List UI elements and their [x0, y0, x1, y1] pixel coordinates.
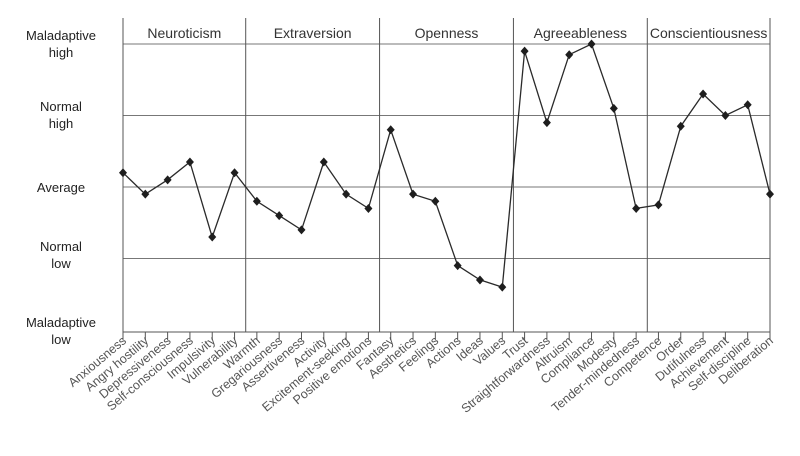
domain-title-openness: Openness — [415, 25, 479, 41]
data-point — [743, 100, 752, 110]
data-point — [185, 157, 194, 167]
data-point — [409, 189, 418, 199]
data-point — [275, 211, 284, 221]
data-point — [431, 196, 440, 206]
data-point — [609, 103, 618, 113]
data-point — [141, 189, 150, 199]
data-point — [453, 261, 462, 271]
y-level-label-maladaptive-high: Maladaptive high — [25, 28, 97, 60]
domain-titles: Neuroticism Extraversion Openness Agreeable… — [147, 25, 767, 41]
profile-markers — [119, 39, 774, 292]
data-point — [699, 89, 708, 99]
level-gridlines — [123, 43, 770, 333]
data-point — [163, 175, 172, 185]
data-point — [587, 39, 596, 49]
data-point — [721, 111, 730, 120]
profile-line — [122, 43, 771, 288]
data-point — [676, 121, 685, 131]
data-point — [319, 157, 328, 167]
data-point — [475, 275, 484, 285]
data-point — [766, 189, 774, 199]
x-ticks — [122, 332, 771, 340]
domain-title-agreeableness: Agreeableness — [534, 25, 627, 41]
data-point — [654, 200, 663, 210]
data-point — [520, 46, 529, 56]
y-level-label-average: Average — [36, 180, 86, 195]
data-point — [386, 125, 395, 135]
data-point — [542, 118, 551, 128]
y-level-label-normal-high: Normal high — [40, 99, 82, 131]
data-point — [208, 232, 217, 242]
domain-dividers — [122, 18, 771, 332]
data-point — [119, 168, 127, 178]
data-point — [252, 196, 261, 206]
domain-title-extraversion: Extraversion — [274, 25, 352, 41]
data-point — [364, 203, 373, 213]
data-point — [565, 50, 574, 60]
data-point — [230, 168, 239, 178]
data-point — [498, 282, 507, 292]
data-point — [297, 225, 306, 235]
domain-title-conscientiousness: Conscientiousness — [650, 25, 768, 41]
domain-title-neuroticism: Neuroticism — [147, 25, 221, 41]
y-level-label-normal-low: Normal low — [40, 239, 82, 271]
data-point — [342, 189, 351, 199]
data-point — [632, 203, 641, 213]
y-level-label-maladaptive-low: Maladaptive low — [25, 315, 97, 347]
